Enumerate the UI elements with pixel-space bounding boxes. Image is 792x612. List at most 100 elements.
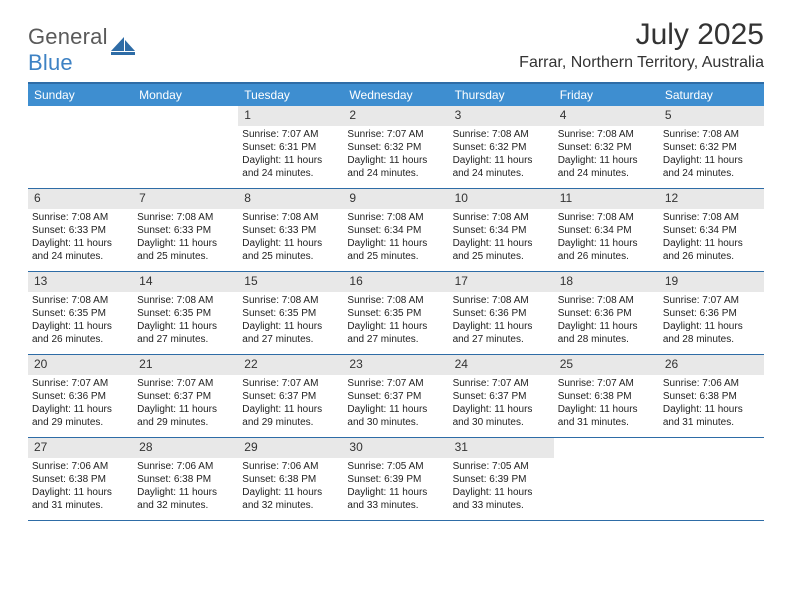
sunrise-line: Sunrise: 7:08 AM	[453, 128, 550, 141]
day-cell: 3Sunrise: 7:08 AMSunset: 6:32 PMDaylight…	[449, 106, 554, 188]
sunset-line: Sunset: 6:32 PM	[558, 141, 655, 154]
sunset-line: Sunset: 6:37 PM	[453, 390, 550, 403]
sunrise-line: Sunrise: 7:08 AM	[558, 211, 655, 224]
logo-text: General Blue	[28, 24, 108, 76]
day-number: 24	[449, 355, 554, 375]
sunrise-line: Sunrise: 7:07 AM	[558, 377, 655, 390]
sunset-line: Sunset: 6:35 PM	[137, 307, 234, 320]
day-number: 27	[28, 438, 133, 458]
sunset-line: Sunset: 6:39 PM	[347, 473, 444, 486]
daylight-line: Daylight: 11 hours and 25 minutes.	[453, 237, 550, 263]
day-number: 21	[133, 355, 238, 375]
sunrise-line: Sunrise: 7:08 AM	[347, 211, 444, 224]
sunrise-line: Sunrise: 7:08 AM	[32, 294, 129, 307]
sunset-line: Sunset: 6:36 PM	[32, 390, 129, 403]
sunset-line: Sunset: 6:34 PM	[558, 224, 655, 237]
day-cell: 19 Sunrise: 7:07 AMSunset: 6:36 PMDayligh…	[659, 272, 764, 354]
day-cell: 16Sunrise: 7:08 AMSunset: 6:35 PMDayligh…	[343, 272, 448, 354]
week-row: 13Sunrise: 7:08 AMSunset: 6:35 PMDayligh…	[28, 272, 764, 355]
day-number	[659, 438, 764, 458]
daylight-line: Daylight: 11 hours and 33 minutes.	[347, 486, 444, 512]
sunrise-line: Sunrise: 7:08 AM	[663, 128, 760, 141]
sunset-line: Sunset: 6:37 PM	[242, 390, 339, 403]
day-number: 15	[238, 272, 343, 292]
day-number: 9	[343, 189, 448, 209]
sunset-line: Sunset: 6:32 PM	[347, 141, 444, 154]
day-cell	[554, 438, 659, 520]
day-number: 6	[28, 189, 133, 209]
sunrise-line: Sunrise: 7:05 AM	[347, 460, 444, 473]
day-number: 2	[343, 106, 448, 126]
day-cell: 30 Sunrise: 7:05 AMSunset: 6:39 PMDayligh…	[343, 438, 448, 520]
sunset-line: Sunset: 6:34 PM	[347, 224, 444, 237]
daylight-line: Daylight: 11 hours and 27 minutes.	[137, 320, 234, 346]
sunset-line: Sunset: 6:38 PM	[137, 473, 234, 486]
sunrise-line: Sunrise: 7:06 AM	[32, 460, 129, 473]
daylight-line: Daylight: 11 hours and 31 minutes.	[558, 403, 655, 429]
sunrise-line: Sunrise: 7:08 AM	[347, 294, 444, 307]
sunset-line: Sunset: 6:36 PM	[453, 307, 550, 320]
day-cell: 8Sunrise: 7:08 AMSunset: 6:33 PMDaylight…	[238, 189, 343, 271]
daylight-line: Daylight: 11 hours and 29 minutes.	[137, 403, 234, 429]
day-cell: 22Sunrise: 7:07 AMSunset: 6:37 PMDayligh…	[238, 355, 343, 437]
day-number: 30	[343, 438, 448, 458]
calendar: SundayMondayTuesdayWednesdayThursdayFrid…	[28, 82, 764, 521]
sunrise-line: Sunrise: 7:08 AM	[558, 294, 655, 307]
day-cell: 10Sunrise: 7:08 AMSunset: 6:34 PMDayligh…	[449, 189, 554, 271]
location: Farrar, Northern Territory, Australia	[519, 54, 764, 72]
day-cell: 5Sunrise: 7:08 AMSunset: 6:32 PMDaylight…	[659, 106, 764, 188]
sunset-line: Sunset: 6:38 PM	[558, 390, 655, 403]
sunrise-line: Sunrise: 7:08 AM	[453, 211, 550, 224]
day-cell: 1Sunrise: 7:07 AMSunset: 6:31 PMDaylight…	[238, 106, 343, 188]
day-number: 12	[659, 189, 764, 209]
sunrise-line: Sunrise: 7:08 AM	[663, 211, 760, 224]
day-number: 10	[449, 189, 554, 209]
daylight-line: Daylight: 11 hours and 29 minutes.	[242, 403, 339, 429]
day-number: 3	[449, 106, 554, 126]
day-number	[28, 106, 133, 126]
sunset-line: Sunset: 6:34 PM	[663, 224, 760, 237]
sunrise-line: Sunrise: 7:07 AM	[663, 294, 760, 307]
calendar-page: General Blue July 2025 Farrar, Northern …	[0, 0, 792, 541]
daylight-line: Daylight: 11 hours and 26 minutes.	[32, 320, 129, 346]
day-number: 1	[238, 106, 343, 126]
weekday-header: Friday	[554, 84, 659, 106]
sunrise-line: Sunrise: 7:08 AM	[242, 211, 339, 224]
daylight-line: Daylight: 11 hours and 31 minutes.	[32, 486, 129, 512]
daylight-line: Daylight: 11 hours and 28 minutes.	[663, 320, 760, 346]
sunrise-line: Sunrise: 7:08 AM	[453, 294, 550, 307]
day-number: 18	[554, 272, 659, 292]
daylight-line: Daylight: 11 hours and 24 minutes.	[347, 154, 444, 180]
day-number: 16	[343, 272, 448, 292]
logo-word2: Blue	[28, 50, 73, 75]
sunrise-line: Sunrise: 7:08 AM	[242, 294, 339, 307]
sunrise-line: Sunrise: 7:08 AM	[32, 211, 129, 224]
sunset-line: Sunset: 6:38 PM	[663, 390, 760, 403]
day-number	[133, 106, 238, 126]
day-cell: 29Sunrise: 7:06 AMSunset: 6:38 PMDayligh…	[238, 438, 343, 520]
day-cell: 20Sunrise: 7:07 AMSunset: 6:36 PMDayligh…	[28, 355, 133, 437]
daylight-line: Daylight: 11 hours and 33 minutes.	[453, 486, 550, 512]
weeks-container: 1Sunrise: 7:07 AMSunset: 6:31 PMDaylight…	[28, 106, 764, 521]
day-number: 19	[659, 272, 764, 292]
daylight-line: Daylight: 11 hours and 24 minutes.	[558, 154, 655, 180]
sunrise-line: Sunrise: 7:07 AM	[32, 377, 129, 390]
day-number: 25	[554, 355, 659, 375]
sunset-line: Sunset: 6:32 PM	[453, 141, 550, 154]
weekday-header: Tuesday	[238, 84, 343, 106]
day-number: 20	[28, 355, 133, 375]
day-cell: 12Sunrise: 7:08 AMSunset: 6:34 PMDayligh…	[659, 189, 764, 271]
day-number: 8	[238, 189, 343, 209]
day-number: 29	[238, 438, 343, 458]
sunrise-line: Sunrise: 7:07 AM	[137, 377, 234, 390]
daylight-line: Daylight: 11 hours and 27 minutes.	[347, 320, 444, 346]
day-number: 7	[133, 189, 238, 209]
daylight-line: Daylight: 11 hours and 24 minutes.	[663, 154, 760, 180]
daylight-line: Daylight: 11 hours and 24 minutes.	[32, 237, 129, 263]
sunset-line: Sunset: 6:36 PM	[663, 307, 760, 320]
daylight-line: Daylight: 11 hours and 25 minutes.	[137, 237, 234, 263]
sunrise-line: Sunrise: 7:07 AM	[453, 377, 550, 390]
day-cell	[659, 438, 764, 520]
sunrise-line: Sunrise: 7:08 AM	[137, 294, 234, 307]
daylight-line: Daylight: 11 hours and 27 minutes.	[242, 320, 339, 346]
